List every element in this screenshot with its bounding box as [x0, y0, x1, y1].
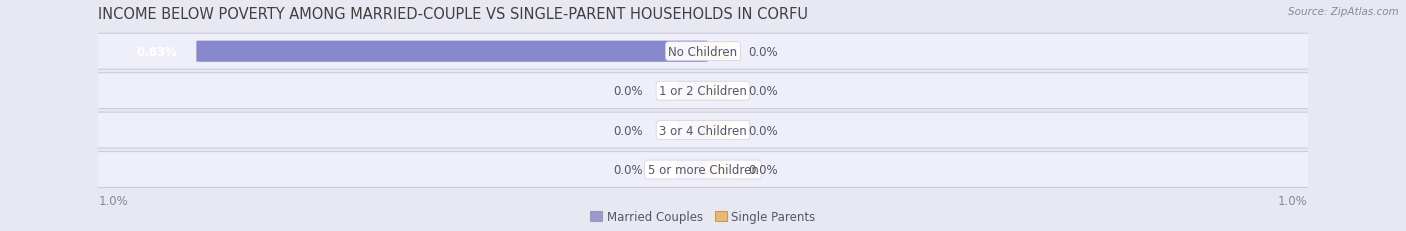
FancyBboxPatch shape [90, 152, 1316, 188]
Text: 0.0%: 0.0% [748, 85, 778, 98]
FancyBboxPatch shape [699, 122, 728, 140]
Text: 0.0%: 0.0% [613, 124, 643, 137]
FancyBboxPatch shape [90, 34, 1316, 70]
FancyBboxPatch shape [678, 122, 707, 140]
Text: 1.0%: 1.0% [98, 195, 128, 207]
Text: 5 or more Children: 5 or more Children [648, 163, 758, 176]
FancyBboxPatch shape [678, 82, 707, 100]
Text: 0.0%: 0.0% [613, 163, 643, 176]
Legend: Married Couples, Single Parents: Married Couples, Single Parents [586, 205, 820, 228]
Text: 0.0%: 0.0% [613, 85, 643, 98]
FancyBboxPatch shape [699, 82, 728, 100]
Text: 1.0%: 1.0% [1278, 195, 1308, 207]
FancyBboxPatch shape [90, 73, 1316, 109]
Text: Source: ZipAtlas.com: Source: ZipAtlas.com [1288, 7, 1399, 17]
FancyBboxPatch shape [699, 161, 728, 179]
Text: 0.0%: 0.0% [748, 163, 778, 176]
FancyBboxPatch shape [197, 41, 707, 63]
FancyBboxPatch shape [90, 113, 1316, 148]
Text: INCOME BELOW POVERTY AMONG MARRIED-COUPLE VS SINGLE-PARENT HOUSEHOLDS IN CORFU: INCOME BELOW POVERTY AMONG MARRIED-COUPL… [98, 7, 808, 22]
Text: 3 or 4 Children: 3 or 4 Children [659, 124, 747, 137]
Text: 1 or 2 Children: 1 or 2 Children [659, 85, 747, 98]
FancyBboxPatch shape [699, 43, 728, 61]
Text: 0.0%: 0.0% [748, 46, 778, 58]
FancyBboxPatch shape [678, 161, 707, 179]
Text: No Children: No Children [668, 46, 738, 58]
Text: 0.0%: 0.0% [748, 124, 778, 137]
Text: 0.83%: 0.83% [136, 46, 177, 58]
